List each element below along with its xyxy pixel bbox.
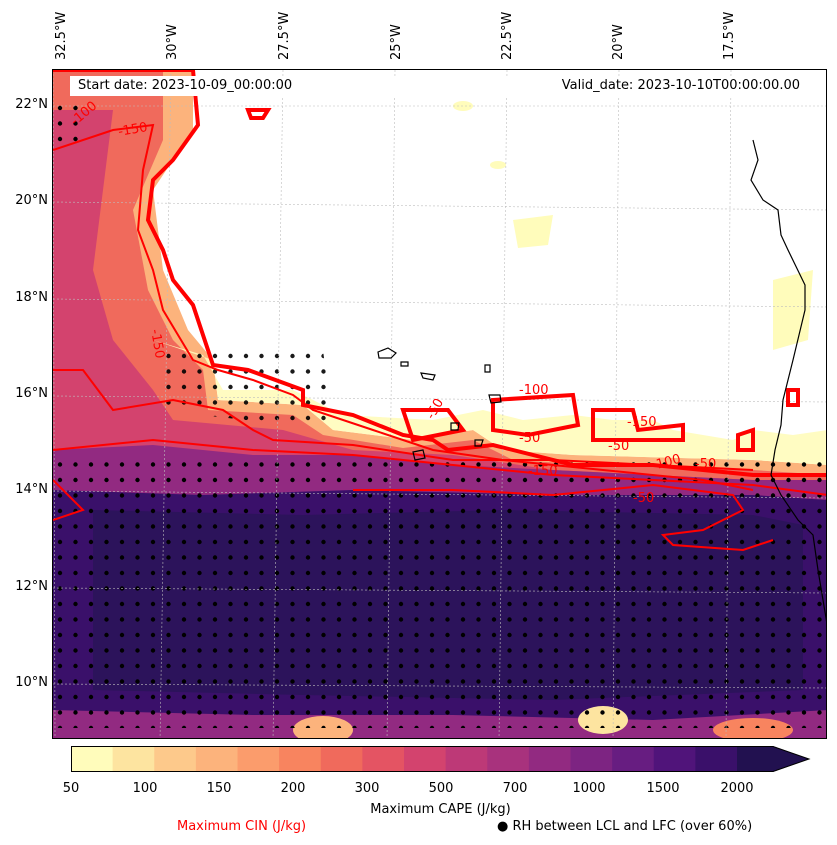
colorbar-segment [112, 746, 155, 772]
cape-patch [513, 215, 553, 248]
valid-date-label: Valid_date: 2023-10-10T00:00:00.00 [561, 78, 800, 93]
colorbar-tick-label: 700 [502, 781, 528, 796]
cin-contour-label: -150 [147, 328, 167, 360]
rh-stipple-band [158, 350, 333, 430]
colorbar-segment [653, 746, 696, 772]
cin-contour-thin [353, 483, 774, 552]
lon-label: 22.5°W [500, 11, 515, 60]
colorbar-outline [71, 746, 811, 772]
lat-label: 20°N [15, 193, 48, 208]
cin-contour-label: -150 [117, 120, 149, 140]
colorbar-segment [71, 746, 114, 772]
cape-verde-island [488, 394, 502, 404]
lat-label: 22°N [15, 97, 48, 112]
lat-label: 14°N [15, 482, 48, 497]
lat-label: 18°N [15, 290, 48, 305]
lon-label: 20°W [611, 24, 626, 60]
coastline [377, 139, 826, 622]
cape-verde-island [474, 439, 484, 447]
colorbar-tick-label: 2000 [720, 781, 754, 796]
cin-legend-label: Maximum CIN (J/kg) [177, 819, 307, 834]
lon-label: 30°W [165, 24, 180, 60]
lon-label: 17.5°W [722, 11, 737, 60]
colorbar-tick-label: 1500 [646, 781, 680, 796]
cape-fringe [153, 340, 826, 465]
cape-colorbar-title: Maximum CAPE (J/kg) [370, 802, 511, 817]
africa-coastline [750, 139, 826, 622]
cin-contour-thin [53, 479, 85, 521]
cin-contour-thick [591, 408, 685, 442]
cape-verde-island [484, 364, 491, 373]
colorbar-tick-label: 300 [354, 781, 380, 796]
cin-contour-label: -100 [519, 383, 549, 398]
cape-verde-island [450, 422, 460, 431]
colorbar-tick-label: 50 [62, 781, 80, 796]
cin-contour-thick [245, 108, 272, 120]
cape-patch [773, 270, 813, 350]
cin-contour-label: -50 [519, 431, 540, 446]
cin-contour-thick [53, 70, 826, 477]
colorbar-segment [279, 746, 322, 772]
colorbar-segment [154, 746, 197, 772]
rh-stipple-south [53, 458, 826, 728]
cape-colorbar [71, 746, 811, 772]
colorbar-tick-label: 100 [132, 781, 158, 796]
colorbar-tick-label: 500 [428, 781, 454, 796]
cape-patch [490, 161, 506, 169]
lon-label: 27.5°W [277, 11, 292, 60]
colorbar-segment [528, 746, 572, 772]
cape-cin-map: -150 -100 -150 -50 -100 -50 -150 -50 -15… [53, 70, 826, 738]
colorbar-tick-label: 150 [206, 781, 232, 796]
cin-contour-thick [400, 408, 467, 443]
date-info-box: Start date: 2023-10-09_00:00:00 Valid_da… [70, 76, 810, 96]
cape-verde-island [412, 449, 426, 461]
lat-label: 10°N [15, 675, 48, 690]
cin-contour-thin [53, 438, 826, 496]
colorbar-segment [695, 746, 738, 772]
colorbar-segment [487, 746, 530, 772]
cin-contour-label: -150 [627, 415, 657, 430]
lat-label: 12°N [15, 579, 48, 594]
colorbar-segment [320, 746, 363, 772]
cin-contour-thin [53, 369, 754, 471]
lon-label: 32.5°W [54, 11, 69, 60]
cin-contour-label: -50 [695, 457, 716, 472]
colorbar-segment [404, 746, 447, 772]
colorbar-segment [570, 746, 613, 772]
cin-contour-thick [491, 392, 581, 438]
lon-label: 25°W [389, 24, 404, 60]
graticule [53, 70, 826, 738]
colorbar-segment [237, 746, 280, 772]
map-panel: -150 -100 -150 -50 -100 -50 -150 -50 -15… [52, 69, 827, 739]
lat-label: 16°N [15, 386, 48, 401]
cin-contour-label: -100 [650, 452, 682, 474]
cape-verde-island [377, 347, 397, 359]
colorbar-segment [445, 746, 488, 772]
colorbar-segment [195, 746, 239, 772]
start-date-label: Start date: 2023-10-09_00:00:00 [78, 78, 293, 93]
colorbar-extend-arrow [737, 746, 809, 772]
colorbar-segment [362, 746, 405, 772]
cin-contours [53, 70, 826, 552]
rh-legend-label: ● RH between LCL and LFC (over 60%) [497, 819, 753, 834]
cin-contour-label: -150 [528, 464, 558, 479]
colorbar-segment [612, 746, 655, 772]
cape-verde-island [420, 372, 436, 381]
cin-contour-thick [786, 388, 800, 407]
cape-verde-island [400, 361, 409, 367]
cin-contour-thick [736, 427, 755, 452]
cin-contour-thin [53, 123, 754, 491]
colorbar-tick-label: 200 [280, 781, 306, 796]
cin-contour-label: -50 [608, 439, 629, 454]
colorbar-tick-label: 1000 [572, 781, 606, 796]
cin-contour-label: -50 [633, 491, 654, 506]
